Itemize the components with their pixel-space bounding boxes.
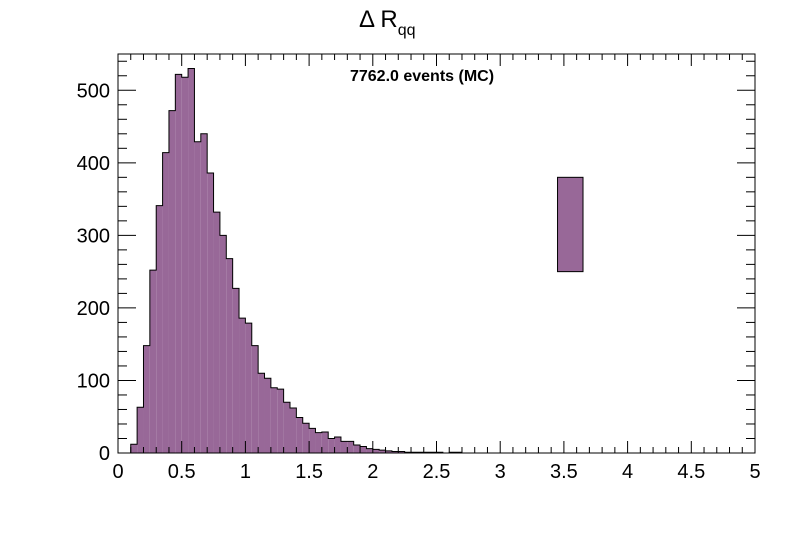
histogram-bar: [143, 345, 150, 453]
histogram-bar: [283, 402, 290, 453]
histogram-bar: [194, 141, 201, 453]
x-tick-label: 2: [367, 461, 378, 483]
histogram-bar: [277, 389, 284, 453]
histogram-bar: [175, 74, 182, 453]
y-tick-label: 0: [99, 443, 110, 465]
histogram-bar: [309, 428, 316, 453]
histogram-bar: [372, 449, 380, 453]
histogram-bar: [258, 373, 265, 453]
x-tick-label: 3.5: [550, 461, 578, 483]
x-tick-label: 5: [749, 461, 760, 483]
histogram-bar: [289, 408, 297, 453]
x-tick-label: 4: [622, 461, 633, 483]
histogram-bar: [347, 441, 354, 453]
histogram-bar: [391, 451, 399, 453]
histogram-bar: [149, 270, 157, 453]
histogram-bar: [315, 432, 322, 453]
x-tick-label: 0.5: [168, 461, 196, 483]
x-tick-label: 2.5: [423, 461, 451, 483]
histogram-bar: [340, 441, 348, 453]
x-tick-label: 4.5: [677, 461, 705, 483]
histogram-bar: [296, 417, 303, 453]
histogram-bar: [398, 451, 405, 453]
y-tick-label: 500: [77, 80, 110, 102]
histogram-bar: [379, 450, 386, 453]
histogram-bar: [328, 438, 335, 453]
y-axis-tick-labels: 0 100 200 300 400 500: [77, 80, 110, 465]
histogram-bar: [207, 172, 214, 453]
histogram-bar: [264, 378, 271, 453]
histogram-bar: [239, 318, 246, 453]
histogram-bar: [302, 423, 310, 453]
x-tick-label: 1.5: [295, 461, 323, 483]
histogram-bar: [213, 212, 220, 453]
histogram-bar: [251, 345, 259, 453]
histogram-bar: [353, 445, 361, 453]
histogram-bar: [168, 110, 176, 454]
y-tick-label: 200: [77, 298, 110, 320]
histogram-bar: [219, 235, 227, 453]
x-axis-tick-labels: 0 0.5 1 1.5 2 2.5 3 3.5 4 4.5 5: [112, 461, 760, 483]
histogram-bar: [270, 387, 278, 453]
histogram-bar: [321, 431, 329, 453]
histogram-bar: [360, 446, 367, 453]
histogram-bar: [156, 205, 163, 453]
histogram-bar: [232, 288, 240, 453]
y-tick-label: 300: [77, 225, 110, 247]
histogram-bar: [366, 448, 373, 453]
axis-ticks: [117, 54, 756, 454]
events-annotation: 7762.0 events (MC): [350, 68, 494, 85]
y-tick-label: 100: [77, 370, 110, 392]
histogram-bar: [188, 68, 195, 453]
histogram-bar: [162, 152, 169, 454]
x-tick-label: 0: [112, 461, 123, 483]
x-tick-label: 1: [240, 461, 251, 483]
histogram-bars: [130, 68, 462, 454]
chart-title-subscript: qq: [398, 22, 416, 39]
histogram-bar: [385, 450, 392, 453]
histogram-bar: [200, 133, 208, 454]
y-tick-label: 400: [77, 153, 110, 175]
chart-title-symbol: Δ R: [359, 6, 398, 33]
histogram-bar: [334, 437, 341, 453]
histogram-bar: [181, 77, 189, 454]
histogram-bar: [130, 444, 138, 453]
histogram-bar: [137, 407, 144, 453]
histogram-bar: [226, 258, 233, 453]
legend-color-box: [557, 176, 584, 273]
x-tick-label: 3: [495, 461, 506, 483]
chart-title: Δ Rqq: [359, 6, 416, 39]
histogram-bar: [245, 323, 252, 453]
